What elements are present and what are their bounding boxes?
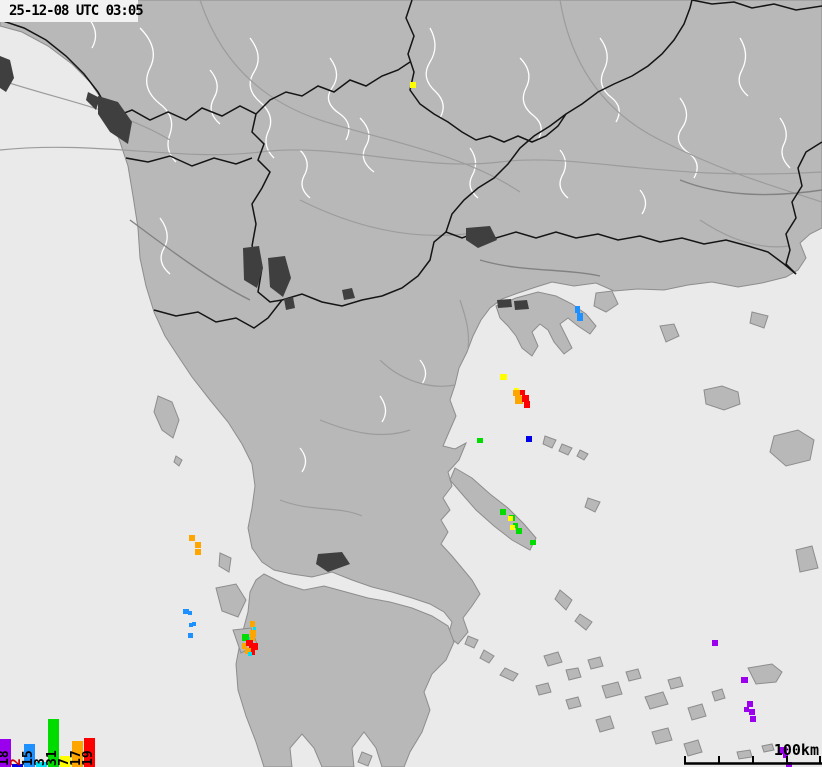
lightning-strike — [524, 401, 530, 408]
lightning-strike — [779, 747, 787, 754]
roads — [0, 0, 822, 517]
lightning-strike — [253, 627, 256, 630]
legend-bar — [72, 741, 83, 767]
lightning-strike — [744, 707, 749, 712]
lightning-strike — [513, 523, 518, 528]
lightning-strike — [747, 701, 753, 707]
lightning-strike — [783, 753, 788, 758]
lightning-strike — [245, 648, 251, 654]
lightning-strike — [189, 535, 195, 541]
rivers — [89, 19, 791, 473]
legend-bar — [60, 756, 71, 767]
lightning-strike — [510, 525, 515, 530]
legend-bar — [36, 762, 47, 767]
lightning-strike — [183, 609, 189, 614]
lightning-strike — [530, 540, 536, 545]
lightning-strike — [750, 716, 756, 722]
lightning-strike — [242, 634, 249, 641]
legend-bar — [84, 738, 95, 767]
major-roads — [129, 179, 822, 301]
lightning-strike — [410, 82, 416, 88]
lightning-strike — [500, 374, 507, 380]
lightning-strike — [513, 390, 521, 396]
legend-bar — [24, 744, 35, 767]
timestamp-box: 25-12-08 UTC 03:05 — [0, 0, 144, 22]
lightning-strike — [242, 643, 247, 649]
lightning-strike — [195, 549, 201, 555]
scale-label: 100km — [773, 741, 819, 759]
lightning-strike — [477, 438, 483, 443]
lightning-strike — [741, 677, 748, 683]
lightning-strike — [515, 396, 523, 404]
lightning-strike — [192, 622, 196, 626]
legend-bar-count: 19 — [81, 750, 96, 766]
lightning-strike — [250, 636, 255, 641]
lightning-strike — [188, 611, 192, 615]
lightning-strike — [188, 633, 193, 638]
lightning-strike — [577, 313, 583, 321]
lightning-strike — [195, 542, 201, 548]
lightning-strike — [249, 643, 258, 650]
timestamp-label: 25-12-08 UTC 03:05 — [9, 3, 144, 19]
lightning-strike — [516, 528, 522, 534]
country-borders — [0, 0, 822, 329]
strike-age-histogram: 18 2 15 3 31 7 17 19 — [0, 707, 100, 767]
scale-bar — [684, 756, 822, 765]
legend-bar — [48, 719, 59, 767]
lightning-strike — [250, 630, 256, 637]
lightning-strike — [520, 390, 525, 395]
lightning-strike — [526, 436, 532, 442]
lightning-strike — [712, 640, 718, 646]
lightning-strike — [749, 709, 755, 715]
lightning-strike — [500, 509, 506, 515]
lightning-strike — [575, 306, 580, 313]
legend-bar — [0, 739, 11, 767]
lightning-strike — [248, 652, 252, 656]
lightning-strike — [508, 516, 513, 521]
lightning-strike — [522, 395, 529, 402]
lightning-strike — [189, 623, 193, 627]
legend-bar — [12, 764, 23, 767]
lightning-strike — [250, 621, 255, 627]
lakes — [0, 56, 529, 572]
